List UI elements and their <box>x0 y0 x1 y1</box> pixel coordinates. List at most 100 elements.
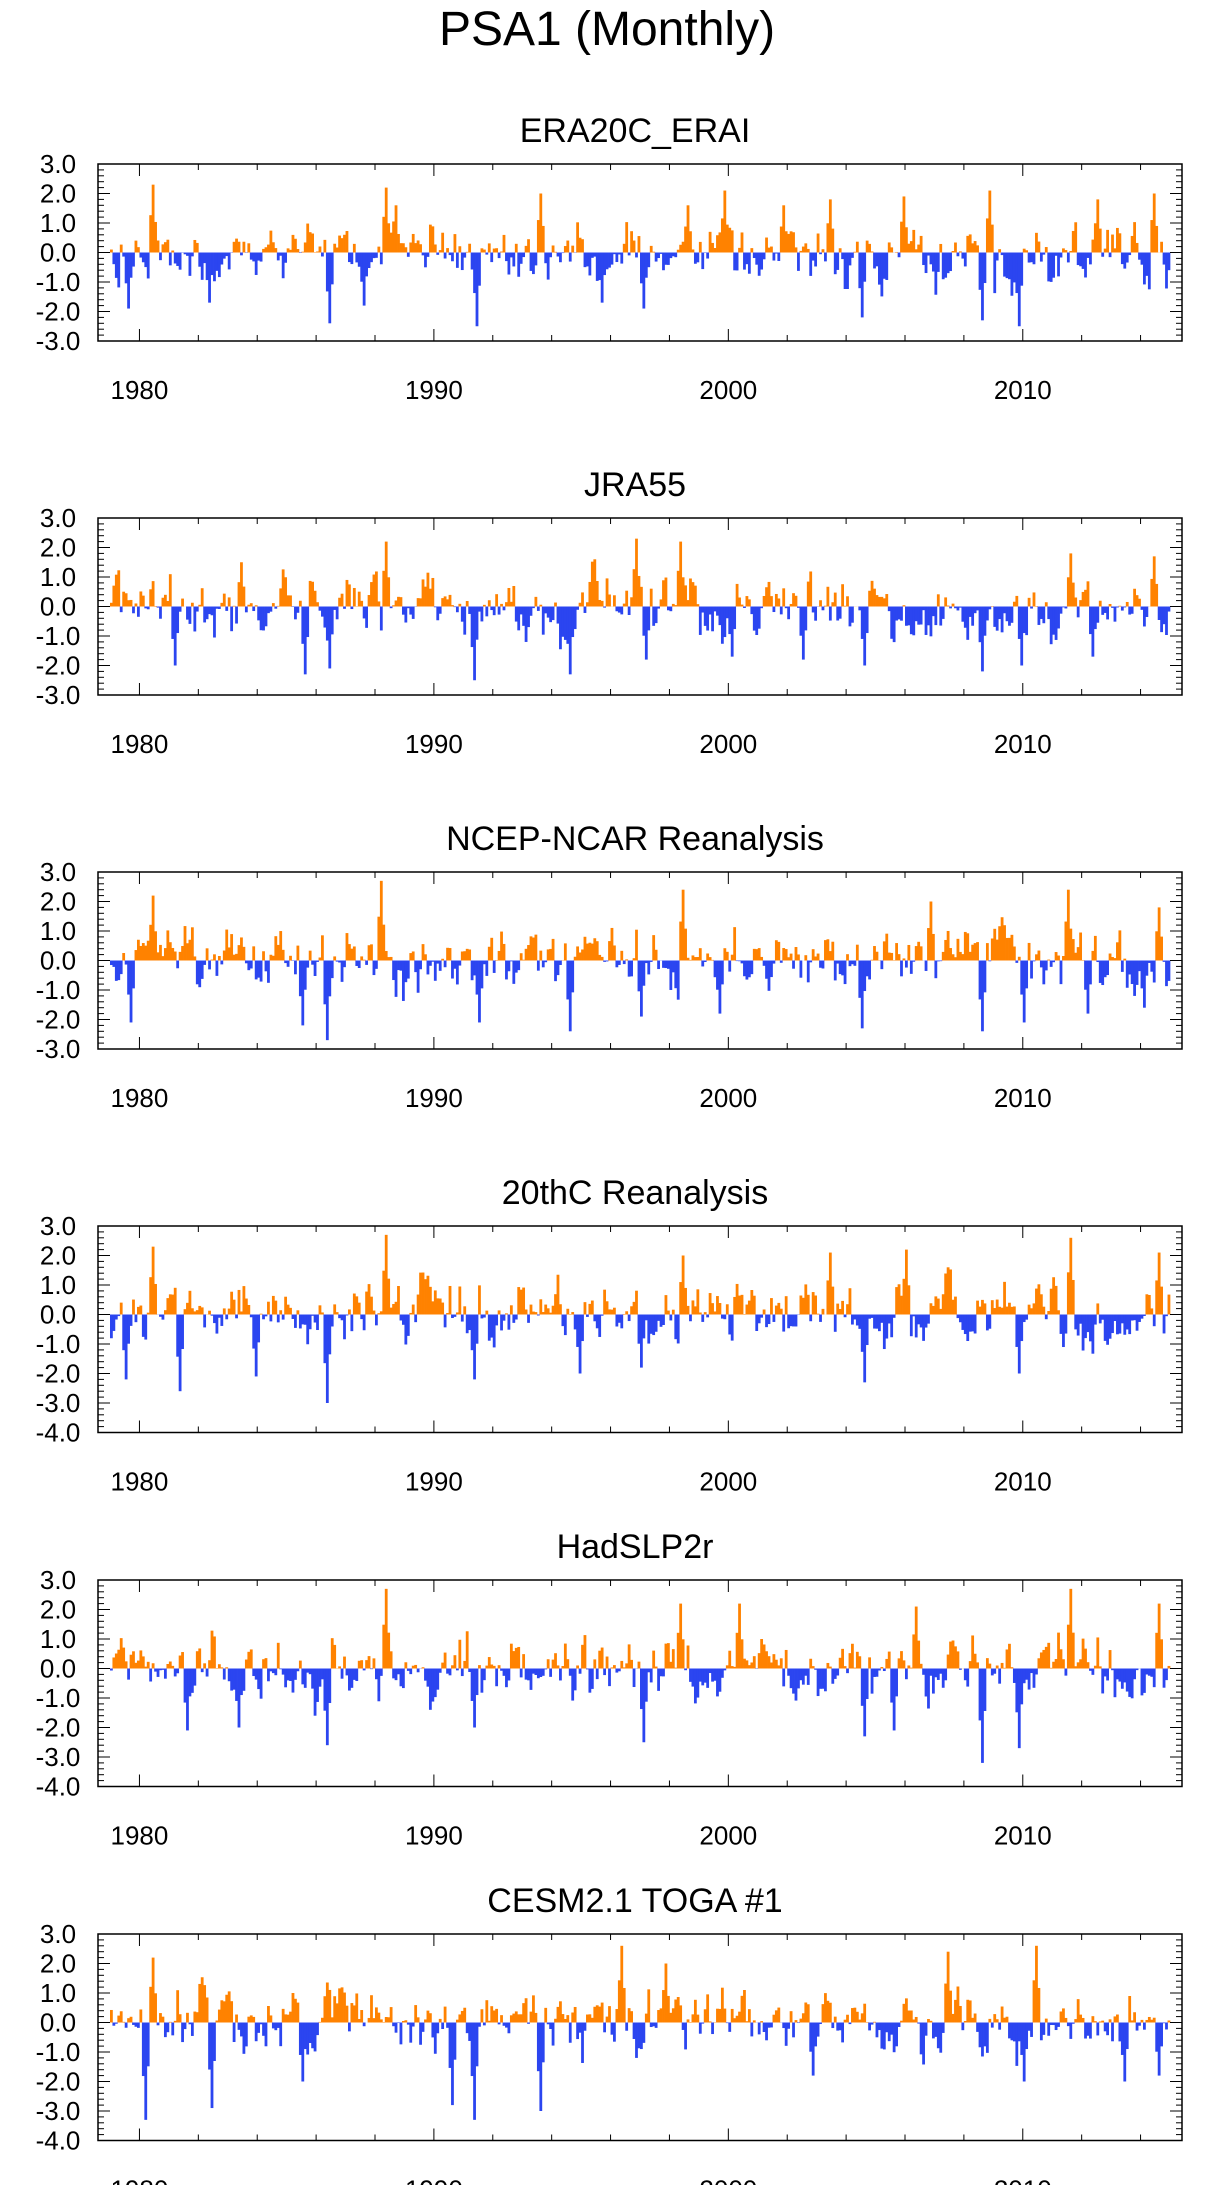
bar-negative <box>887 1314 891 1324</box>
bar-negative <box>995 606 999 631</box>
bar-negative <box>554 960 557 982</box>
bar-positive <box>227 1991 231 2023</box>
bar-negative <box>1152 1314 1156 1327</box>
bar-negative <box>725 2022 729 2024</box>
bar-positive <box>586 943 589 961</box>
bar-negative <box>478 252 481 286</box>
bar-negative <box>1162 1668 1166 1688</box>
bar-negative <box>1143 2022 1146 2030</box>
bar-negative <box>532 1668 535 1674</box>
bar-negative <box>286 960 290 967</box>
bar-negative <box>360 1314 364 1320</box>
bar-negative <box>478 606 481 612</box>
bar-negative <box>1138 2022 1141 2026</box>
bar-negative <box>765 960 768 979</box>
bar-negative <box>816 1668 820 1697</box>
bar-negative <box>885 2022 889 2033</box>
bar-negative <box>568 1668 572 1676</box>
bar-negative <box>1015 2022 1019 2066</box>
bar-negative <box>617 960 621 965</box>
bar-negative <box>217 606 221 609</box>
bar-positive <box>973 1653 977 1669</box>
bar-positive <box>149 589 153 607</box>
bar-negative <box>978 1668 982 1721</box>
bar-positive <box>747 1300 751 1315</box>
bar-positive <box>242 241 246 253</box>
bar-negative <box>502 2022 506 2026</box>
bar-positive <box>151 1957 155 2023</box>
bar-positive <box>988 190 992 253</box>
bar-positive <box>134 1662 138 1669</box>
bar-positive <box>578 237 582 253</box>
bar-positive <box>723 2008 727 2023</box>
bar-negative <box>1064 1668 1068 1676</box>
bar-negative <box>730 1314 734 1341</box>
bar-negative <box>1160 606 1163 633</box>
bar-negative <box>956 252 960 257</box>
bar-negative <box>627 606 631 615</box>
bar-negative <box>134 2022 138 2027</box>
bar-positive <box>426 2010 430 2023</box>
bar-positive <box>357 1660 361 1669</box>
bar-positive <box>414 1664 418 1669</box>
bar-positive <box>532 1995 535 2023</box>
bar-positive <box>1111 957 1114 961</box>
bar-positive <box>824 1993 827 2023</box>
bar-negative <box>419 960 422 970</box>
bar-negative <box>939 606 943 626</box>
bar-positive <box>973 943 977 961</box>
bar-positive <box>505 602 508 607</box>
bar-negative <box>259 2022 263 2025</box>
bar-positive <box>1003 925 1006 961</box>
bar-negative <box>649 1314 653 1334</box>
bar-negative <box>348 252 351 263</box>
bar-positive <box>600 2002 604 2023</box>
bar-negative <box>119 606 123 613</box>
bar-negative <box>924 606 928 635</box>
bar-negative <box>355 960 359 966</box>
bar-negative <box>865 1668 869 1700</box>
bar-positive <box>951 603 955 607</box>
bar-negative <box>416 960 420 993</box>
bar-negative <box>905 960 908 968</box>
bar-negative <box>195 606 199 612</box>
bar-negative <box>1027 1668 1031 1690</box>
bar-negative <box>372 252 376 259</box>
bar-positive <box>181 1652 184 1669</box>
bar-negative <box>541 2022 545 2063</box>
bar-negative <box>833 1314 837 1332</box>
bar-negative <box>1010 606 1014 623</box>
bar-positive <box>890 952 894 961</box>
bar-negative <box>1044 1314 1048 1320</box>
bar-negative <box>917 2022 921 2024</box>
bar-negative <box>941 2022 945 2033</box>
bar-negative <box>249 1314 253 1318</box>
bar-positive <box>895 943 898 961</box>
bar-positive <box>625 1311 629 1315</box>
bar-positive <box>875 951 879 961</box>
bar-negative <box>890 1314 894 1338</box>
bar-positive <box>946 930 950 961</box>
bar-negative <box>475 960 479 995</box>
bar-negative <box>144 1314 148 1340</box>
bar-positive <box>151 1663 155 1669</box>
bar-positive <box>416 1294 420 1315</box>
bar-negative <box>225 1314 229 1320</box>
bar-positive <box>951 2013 955 2023</box>
bar-positive <box>446 947 449 961</box>
bar-positive <box>583 1302 587 1315</box>
bar-positive <box>377 601 381 607</box>
bar-positive <box>252 946 256 961</box>
bar-negative <box>566 606 570 644</box>
bar-positive <box>379 880 383 961</box>
bar-positive <box>777 941 781 961</box>
bar-positive <box>878 596 881 607</box>
bar-positive <box>740 232 744 253</box>
bar-negative <box>613 2022 616 2042</box>
bar-positive <box>357 1302 361 1315</box>
bar-positive <box>1049 1288 1053 1315</box>
bar-positive <box>289 2011 292 2023</box>
bar-negative <box>146 2022 150 2067</box>
bar-positive <box>816 1313 820 1315</box>
x-tick-label: 1990 <box>405 1467 463 1497</box>
